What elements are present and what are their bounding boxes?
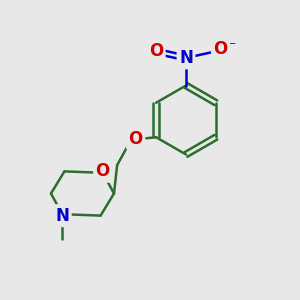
Text: N: N bbox=[55, 207, 69, 225]
Text: ⁻: ⁻ bbox=[229, 39, 236, 53]
Text: N: N bbox=[179, 49, 193, 67]
Text: O: O bbox=[96, 162, 110, 180]
Text: O: O bbox=[149, 42, 163, 60]
Text: O: O bbox=[213, 40, 227, 58]
Text: O: O bbox=[129, 130, 143, 148]
